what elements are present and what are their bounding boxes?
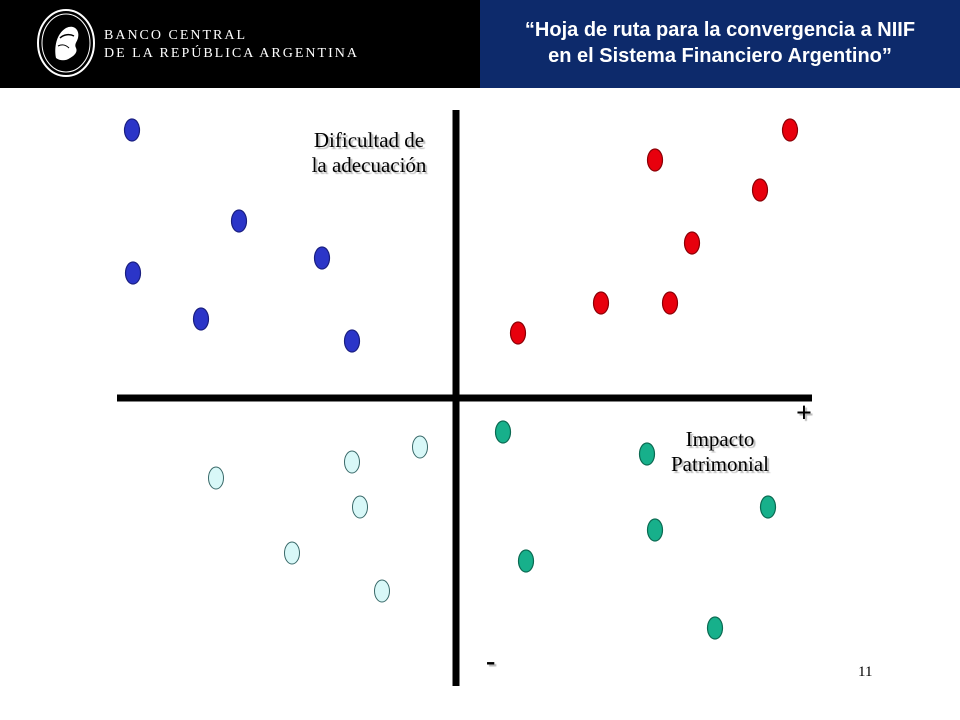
red-dot [683, 231, 701, 255]
teal-dot [517, 549, 535, 573]
teal-dot [706, 616, 724, 640]
impact-axis-label: Impacto Patrimonial [650, 427, 790, 477]
light-cyan-dot [352, 495, 368, 519]
blue-dot [124, 261, 142, 285]
blue-dot [230, 209, 248, 233]
blue-dot [313, 246, 331, 270]
impact-axis-label-line1: Impacto [685, 427, 755, 451]
plus-sign: + [796, 398, 812, 429]
blue-dot [192, 307, 210, 331]
bank-name-line2: DE LA REPÚBLICA ARGENTINA [104, 46, 359, 61]
red-dot [781, 118, 799, 142]
red-dot [751, 178, 769, 202]
blue-dot [123, 118, 141, 142]
red-dots [509, 118, 799, 345]
blue-dot [343, 329, 361, 353]
bank-name: BANCO CENTRAL DE LA REPÚBLICA ARGENTINA [104, 27, 359, 63]
red-dot [592, 291, 610, 315]
teal-dot [759, 495, 777, 519]
bank-header: BANCO CENTRAL DE LA REPÚBLICA ARGENTINA [0, 0, 480, 88]
teal-dot [494, 420, 512, 444]
light-cyan-dot [344, 450, 360, 474]
blue-dots [123, 118, 361, 353]
light-cyan-dot [412, 435, 428, 459]
teal-dot [638, 442, 656, 466]
light-cyan-dot [284, 541, 300, 565]
minus-sign: - [486, 646, 496, 677]
difficulty-axis-label: Dificultad de la adecuación [286, 128, 452, 178]
page-number: 11 [858, 664, 873, 680]
presentation-title-line2: en el Sistema Financiero Argentino” [548, 45, 892, 67]
light-cyan-dot [208, 466, 224, 490]
light-cyan-dot [374, 579, 390, 603]
red-dot [661, 291, 679, 315]
difficulty-axis-label-line1: Dificultad de [313, 128, 425, 152]
difficulty-axis-label-line2: la adecuación [311, 153, 427, 177]
impact-axis-label-line2: Patrimonial [671, 452, 769, 476]
teal-dot [646, 518, 664, 542]
red-dot [646, 148, 664, 172]
liberty-head-seal-icon [37, 9, 95, 77]
red-dot [509, 321, 527, 345]
presentation-title: “Hoja de ruta para la convergencia a NII… [480, 0, 960, 88]
teal-dots [494, 420, 777, 640]
bank-name-line1: BANCO CENTRAL [104, 28, 248, 43]
light-cyan-dots [208, 435, 428, 603]
presentation-title-line1: “Hoja de ruta para la convergencia a NII… [524, 19, 916, 41]
